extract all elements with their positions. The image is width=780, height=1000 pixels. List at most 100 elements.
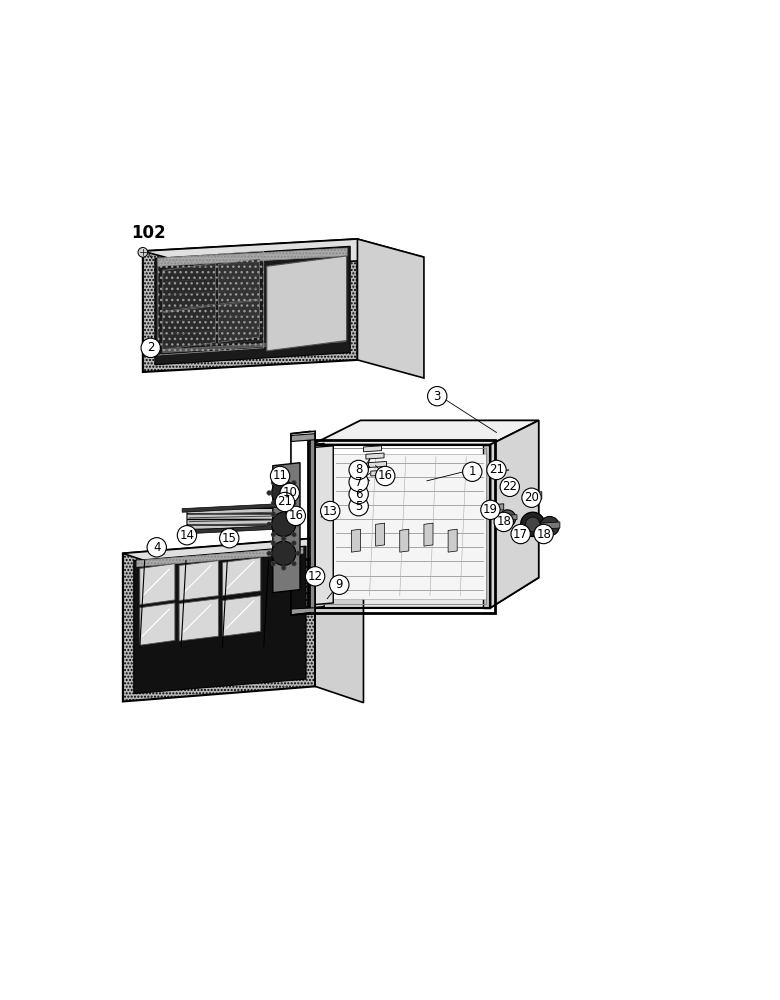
Text: 102: 102	[131, 224, 165, 242]
Circle shape	[522, 488, 541, 507]
Circle shape	[282, 565, 286, 570]
Circle shape	[267, 490, 271, 495]
Text: 1: 1	[469, 465, 476, 478]
Circle shape	[275, 492, 295, 512]
Polygon shape	[333, 454, 488, 599]
Text: 8: 8	[355, 463, 363, 476]
Circle shape	[296, 490, 300, 495]
Polygon shape	[222, 596, 261, 636]
Polygon shape	[312, 420, 539, 445]
Polygon shape	[291, 608, 315, 615]
Circle shape	[500, 477, 519, 497]
Circle shape	[292, 541, 296, 546]
Circle shape	[494, 512, 513, 532]
Text: 22: 22	[502, 480, 517, 493]
Polygon shape	[182, 504, 278, 512]
Circle shape	[487, 460, 506, 480]
Circle shape	[141, 338, 161, 358]
Text: 18: 18	[536, 528, 551, 541]
Text: 4: 4	[153, 541, 161, 554]
Text: 11: 11	[272, 469, 288, 482]
Polygon shape	[267, 256, 346, 351]
Circle shape	[292, 532, 296, 537]
Polygon shape	[123, 538, 363, 570]
Circle shape	[292, 501, 296, 506]
Polygon shape	[163, 339, 346, 353]
Polygon shape	[136, 547, 303, 567]
Circle shape	[463, 462, 482, 481]
Circle shape	[271, 541, 296, 565]
Circle shape	[147, 538, 166, 557]
Polygon shape	[351, 529, 360, 552]
Circle shape	[271, 541, 276, 546]
Circle shape	[494, 468, 502, 476]
Circle shape	[282, 505, 286, 510]
Polygon shape	[218, 259, 260, 304]
Circle shape	[271, 501, 276, 506]
Polygon shape	[291, 434, 315, 442]
Circle shape	[296, 551, 300, 556]
Circle shape	[529, 492, 539, 501]
Circle shape	[271, 512, 296, 536]
Circle shape	[511, 524, 530, 544]
Circle shape	[540, 516, 559, 536]
Circle shape	[292, 480, 296, 485]
Polygon shape	[273, 463, 300, 593]
Circle shape	[526, 517, 540, 532]
Polygon shape	[182, 526, 278, 534]
Polygon shape	[366, 453, 384, 459]
Polygon shape	[312, 578, 539, 608]
Polygon shape	[368, 461, 386, 468]
Polygon shape	[187, 506, 276, 532]
Polygon shape	[163, 306, 215, 350]
Polygon shape	[310, 437, 315, 611]
Polygon shape	[370, 470, 389, 476]
Circle shape	[349, 472, 368, 492]
Polygon shape	[163, 263, 215, 312]
Polygon shape	[483, 445, 491, 608]
Text: 3: 3	[434, 390, 441, 403]
Circle shape	[271, 481, 296, 505]
Polygon shape	[526, 492, 542, 500]
Polygon shape	[499, 515, 517, 521]
Text: 20: 20	[524, 491, 539, 504]
Circle shape	[499, 510, 516, 527]
Circle shape	[296, 522, 300, 527]
Circle shape	[349, 484, 368, 504]
Circle shape	[306, 567, 324, 586]
Polygon shape	[399, 529, 409, 552]
Circle shape	[271, 512, 276, 517]
Circle shape	[292, 561, 296, 566]
Text: 10: 10	[282, 486, 297, 499]
Polygon shape	[491, 420, 539, 608]
Polygon shape	[357, 239, 424, 378]
Polygon shape	[218, 300, 260, 342]
Circle shape	[271, 466, 289, 486]
Polygon shape	[363, 446, 381, 452]
Text: 19: 19	[483, 503, 498, 516]
Circle shape	[480, 500, 500, 520]
Polygon shape	[448, 529, 457, 552]
Text: 2: 2	[147, 341, 154, 354]
Polygon shape	[140, 564, 175, 605]
Circle shape	[505, 481, 514, 490]
Text: 14: 14	[179, 529, 194, 542]
Circle shape	[282, 536, 286, 541]
Polygon shape	[424, 523, 433, 546]
Circle shape	[427, 387, 447, 406]
Circle shape	[267, 522, 271, 527]
Circle shape	[321, 501, 340, 521]
Polygon shape	[140, 603, 175, 645]
Circle shape	[330, 575, 349, 594]
Polygon shape	[158, 248, 347, 266]
Polygon shape	[312, 446, 333, 605]
Circle shape	[282, 536, 286, 541]
Circle shape	[267, 551, 271, 556]
Polygon shape	[179, 561, 218, 601]
Text: 15: 15	[222, 532, 236, 545]
Text: 21: 21	[278, 495, 292, 508]
Polygon shape	[123, 538, 315, 701]
Circle shape	[271, 532, 276, 537]
Circle shape	[521, 512, 544, 536]
Polygon shape	[179, 599, 218, 641]
